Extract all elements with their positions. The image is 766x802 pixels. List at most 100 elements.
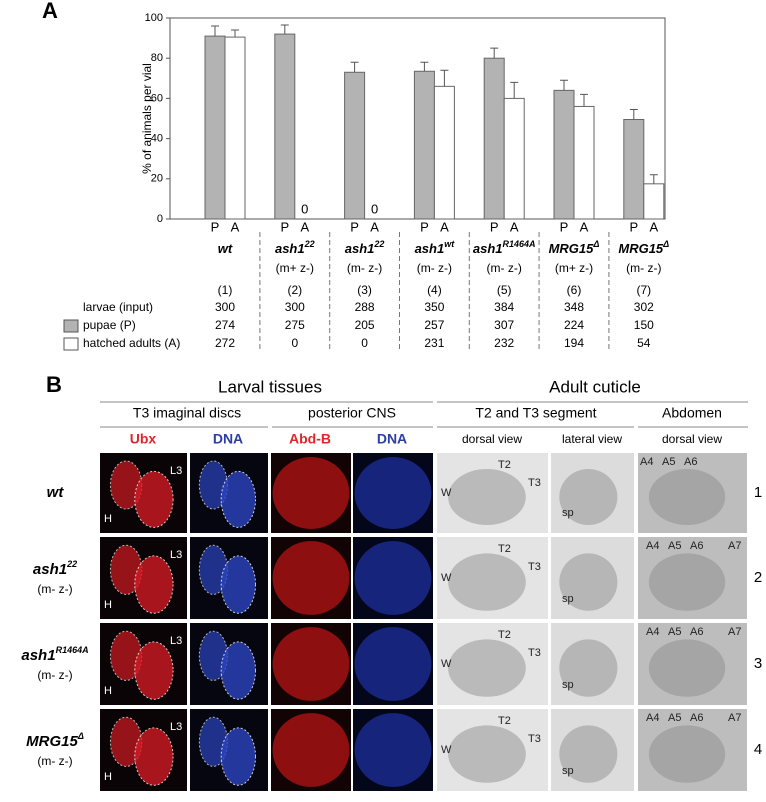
table-cell: 348	[564, 300, 584, 314]
cuticle	[648, 553, 726, 611]
genotype-label: ash122	[345, 239, 385, 256]
image-panel	[551, 453, 634, 533]
y-tick-label: 20	[151, 173, 163, 185]
error-bar	[350, 61, 359, 73]
row-number: 4	[754, 741, 762, 758]
cuticle	[448, 639, 526, 697]
image-tag: sp	[562, 679, 574, 691]
genotype-superscript: wt	[444, 239, 455, 249]
table-cell: 194	[564, 336, 584, 350]
image-tag: T3	[528, 647, 541, 659]
genotype-superscript: R1464A	[56, 645, 89, 655]
disc	[220, 641, 257, 700]
genotype-name: wt	[218, 241, 233, 256]
image-panel	[551, 623, 634, 705]
image-tag: A6	[690, 540, 703, 552]
series-label: P	[350, 219, 359, 234]
section-heading: posterior CNS	[308, 405, 396, 421]
genotype-condition: (m+ z-)	[276, 261, 314, 275]
stain-label: Abd-B	[289, 431, 331, 447]
y-tick-label: 60	[151, 92, 163, 104]
image-tag: A5	[668, 712, 681, 724]
table-cell: 257	[424, 318, 444, 332]
genotype-name: MRG15	[549, 241, 595, 256]
image-tag: T3	[528, 561, 541, 573]
disc	[220, 727, 257, 786]
image-tag: H	[104, 771, 112, 783]
series-label: A	[231, 219, 240, 234]
error-bar	[420, 61, 429, 72]
series-label: P	[211, 219, 220, 234]
genotype-superscript: 22	[66, 559, 77, 569]
disc	[220, 470, 257, 528]
image-tag: A5	[662, 456, 675, 468]
genotype-name: MRG15	[618, 241, 664, 256]
cns	[354, 713, 432, 787]
table-cell: 307	[494, 318, 514, 332]
column-number: (3)	[357, 283, 372, 297]
genotype-condition: (m+ z-)	[555, 261, 593, 275]
row-number: 3	[754, 655, 762, 672]
legend-swatch	[63, 337, 79, 351]
genotype-name: ash1	[415, 241, 445, 256]
image-tag: T2	[498, 543, 511, 555]
bar	[553, 89, 575, 220]
image-tag: A7	[728, 626, 741, 638]
column-number: (1)	[218, 283, 233, 297]
y-axis-label: % of animals per vial	[140, 63, 154, 174]
column-number: (5)	[497, 283, 512, 297]
table-cell: 302	[634, 300, 654, 314]
image-panel	[437, 537, 548, 619]
genotype-name: wt	[47, 484, 65, 501]
genotype-condition: (m- z-)	[417, 261, 452, 275]
image-tag: T2	[498, 715, 511, 727]
series-label: P	[560, 219, 569, 234]
image-panel	[638, 623, 747, 705]
image-tag: T2	[498, 459, 511, 471]
section-heading: Abdomen	[662, 405, 722, 421]
table-cell: 300	[215, 300, 235, 314]
genotype-condition: (m- z-)	[37, 668, 72, 682]
genotype-condition: (m- z-)	[37, 754, 72, 768]
stain-label: Ubx	[130, 431, 157, 447]
group-heading: Larval tissues	[218, 377, 322, 396]
value-label: 0	[371, 201, 378, 216]
y-tick-label: 40	[151, 133, 163, 145]
error-bar	[490, 47, 499, 59]
genotype-superscript: Δ	[592, 239, 599, 249]
genotype-label: ash1R1464A	[473, 239, 536, 256]
table-cell: 272	[215, 336, 235, 350]
table-cell: 54	[637, 336, 651, 350]
image-tag: T3	[528, 477, 541, 489]
cuticle	[648, 725, 726, 783]
image-tag: L3	[170, 721, 182, 733]
table-cell: 0	[361, 336, 368, 350]
series-label: A	[300, 219, 309, 234]
image-tag: A7	[728, 540, 741, 552]
genotype-name: MRG15	[26, 733, 78, 750]
image-panel	[638, 709, 747, 791]
table-cell: 205	[355, 318, 375, 332]
cns	[354, 457, 432, 529]
series-label: P	[629, 219, 638, 234]
error-bar	[649, 174, 658, 184]
image-panel	[437, 453, 548, 533]
disc	[134, 470, 174, 528]
series-label: P	[280, 219, 289, 234]
image-tag: L3	[170, 635, 182, 647]
table-cell: 384	[494, 300, 514, 314]
image-tag: A7	[728, 712, 741, 724]
error-bar	[510, 81, 519, 99]
image-tag: A4	[640, 456, 653, 468]
bar	[224, 36, 246, 220]
image-tag: A4	[646, 712, 659, 724]
row-label: larvae (input)	[83, 300, 153, 314]
series-label: P	[420, 219, 429, 234]
bar	[643, 183, 665, 220]
genotype-condition: (m- z-)	[487, 261, 522, 275]
bar	[274, 33, 296, 220]
image-tag: A5	[668, 540, 681, 552]
image-tag: W	[441, 487, 452, 499]
series-label: A	[649, 219, 658, 234]
image-tag: A5	[668, 626, 681, 638]
